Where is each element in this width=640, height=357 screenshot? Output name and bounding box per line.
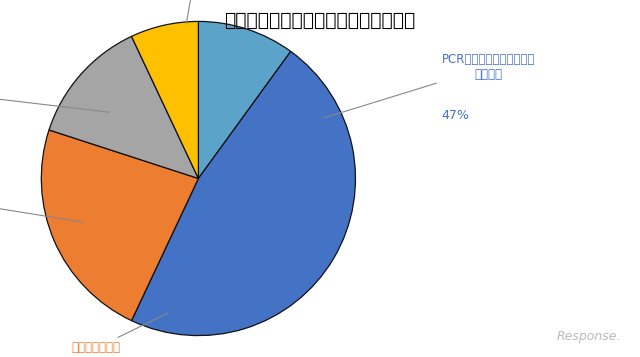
Text: 診療待合室: 診療待合室 [0,194,83,222]
Text: PCR検査、インフルエンザ
検査施設: PCR検査、インフルエンザ 検査施設 [324,53,535,118]
Text: その他: その他 [186,0,209,24]
Text: 10%: 10% [184,0,212,3]
Wedge shape [131,21,198,178]
Text: 医師・看護師の待機場所: 医師・看護師の待機場所 [0,84,109,112]
Text: 47%: 47% [442,109,470,122]
Text: 発熱外来診察室: 発熱外来診察室 [72,313,168,355]
Wedge shape [198,21,291,178]
Text: Response.: Response. [556,330,621,343]
Wedge shape [42,130,198,321]
Wedge shape [131,51,355,336]
Text: 医療向けキャンピングカーの利用用途: 医療向けキャンピングカーの利用用途 [225,11,415,30]
Wedge shape [49,36,198,178]
